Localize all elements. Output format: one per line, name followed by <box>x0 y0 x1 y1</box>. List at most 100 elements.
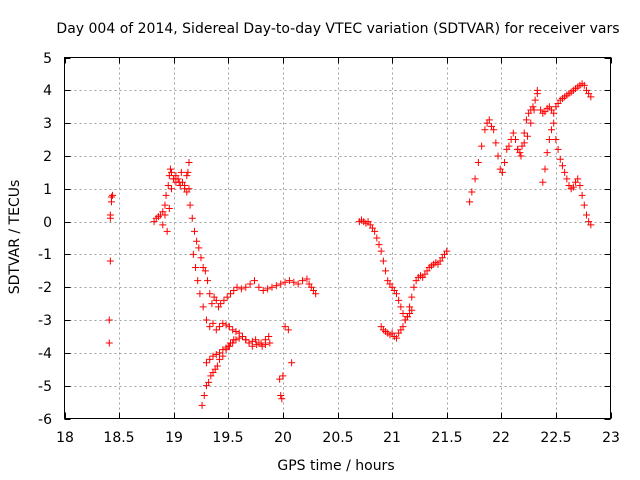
data-point-marker <box>251 277 259 285</box>
data-point-marker <box>468 188 476 196</box>
data-point-marker <box>558 162 566 170</box>
data-point-marker <box>501 159 509 167</box>
data-point-marker <box>578 191 586 199</box>
y-tick-label: -3 <box>38 313 52 329</box>
data-point-marker <box>232 328 240 336</box>
data-point-marker <box>533 86 541 94</box>
x-tick-label: 20.5 <box>322 430 353 446</box>
data-point-marker <box>192 264 200 272</box>
data-point-marker <box>161 211 169 219</box>
data-point-marker <box>548 126 556 134</box>
data-point-marker <box>281 278 289 286</box>
data-point-marker <box>216 323 224 331</box>
data-point-marker <box>397 303 405 311</box>
data-point-marker <box>266 339 274 347</box>
data-point-marker <box>206 323 214 331</box>
data-point-marker <box>165 204 173 212</box>
data-point-marker <box>109 191 117 199</box>
y-tick-labels: -6 -5 -4 -3 -2 -1 0 1 2 3 4 5 <box>38 51 52 428</box>
data-point-marker <box>189 250 197 258</box>
data-point-marker <box>277 392 285 400</box>
data-point-marker <box>576 181 584 189</box>
y-tick-label: 0 <box>43 215 52 231</box>
data-point-marker <box>278 395 286 403</box>
plot-frame <box>64 57 611 419</box>
data-point-marker <box>177 168 185 176</box>
data-point-marker <box>172 172 180 180</box>
data-point-marker <box>166 165 174 173</box>
x-tick-label: 19.5 <box>212 430 243 446</box>
data-point-marker <box>511 136 519 144</box>
data-point-marker <box>268 283 276 291</box>
data-point-marker <box>213 362 221 370</box>
data-point-marker <box>235 334 243 342</box>
y-tick-label: 2 <box>43 149 52 165</box>
data-point-marker <box>587 221 595 229</box>
y-tick-label: -5 <box>38 379 52 395</box>
data-point-marker <box>574 175 582 183</box>
data-point-marker <box>303 275 311 283</box>
data-point-marker <box>230 287 238 295</box>
data-point-marker <box>299 277 307 285</box>
data-point-marker <box>587 93 595 101</box>
data-point-marker <box>466 198 474 206</box>
data-point-marker <box>223 293 231 301</box>
x-tick-label: 22 <box>492 430 510 446</box>
data-point-marker <box>229 326 237 334</box>
data-point-marker <box>202 359 210 367</box>
data-point-marker <box>485 116 493 124</box>
data-point-marker <box>237 285 245 293</box>
data-point-marker <box>163 227 171 235</box>
x-tick-labels: 18 18.5 19 19.5 20 20.5 21 21.5 22 22.5 23 <box>56 430 620 446</box>
data-point-marker <box>471 175 479 183</box>
data-point-marker <box>520 129 528 137</box>
data-point-marker <box>277 280 285 288</box>
data-point-marker <box>216 355 224 363</box>
data-point-marker <box>205 378 213 386</box>
data-point-marker <box>382 267 390 275</box>
data-point-marker <box>582 211 590 219</box>
x-tick-label: 18 <box>56 430 74 446</box>
data-point-marker <box>490 126 498 134</box>
data-point-marker <box>188 214 196 222</box>
data-point-marker <box>281 323 289 331</box>
data-point-marker <box>216 349 224 357</box>
data-point-marker <box>312 290 320 298</box>
data-point-marker <box>279 372 287 380</box>
x-tick-label: 19 <box>165 430 183 446</box>
data-point-marker <box>520 139 528 147</box>
data-point-marker <box>245 339 253 347</box>
axis-ticks <box>64 57 612 420</box>
data-point-marker <box>517 152 525 160</box>
data-point-marker <box>185 185 193 193</box>
data-point-marker <box>212 326 220 334</box>
data-point-marker <box>175 178 183 186</box>
chart-title: Day 004 of 2014, Sidereal Day-to-day VTE… <box>56 21 619 37</box>
data-point-marker <box>193 237 201 245</box>
data-point-marker <box>492 139 500 147</box>
data-point-marker <box>184 168 192 176</box>
data-point-marker <box>505 142 513 150</box>
data-point-marker <box>561 168 569 176</box>
data-point-marker <box>530 106 538 114</box>
data-point-marker <box>563 175 571 183</box>
data-point-marker <box>527 119 535 127</box>
data-point-marker <box>294 280 302 288</box>
data-point-marker <box>168 168 176 176</box>
data-point-marker <box>522 116 530 124</box>
data-point-marker <box>238 332 246 340</box>
data-point-marker <box>276 375 284 383</box>
data-point-marker <box>185 159 193 167</box>
y-tick-label: 4 <box>43 83 52 99</box>
data-point-marker <box>201 267 209 275</box>
data-point-marker <box>255 339 263 347</box>
grid <box>64 57 611 419</box>
data-point-marker <box>524 132 532 140</box>
data-point-marker <box>159 221 167 229</box>
data-point-marker <box>284 326 292 334</box>
data-point-marker <box>545 136 553 144</box>
data-point-marker <box>220 296 228 304</box>
data-point-marker <box>186 201 194 209</box>
data-points <box>105 80 595 409</box>
data-point-marker <box>498 168 506 176</box>
